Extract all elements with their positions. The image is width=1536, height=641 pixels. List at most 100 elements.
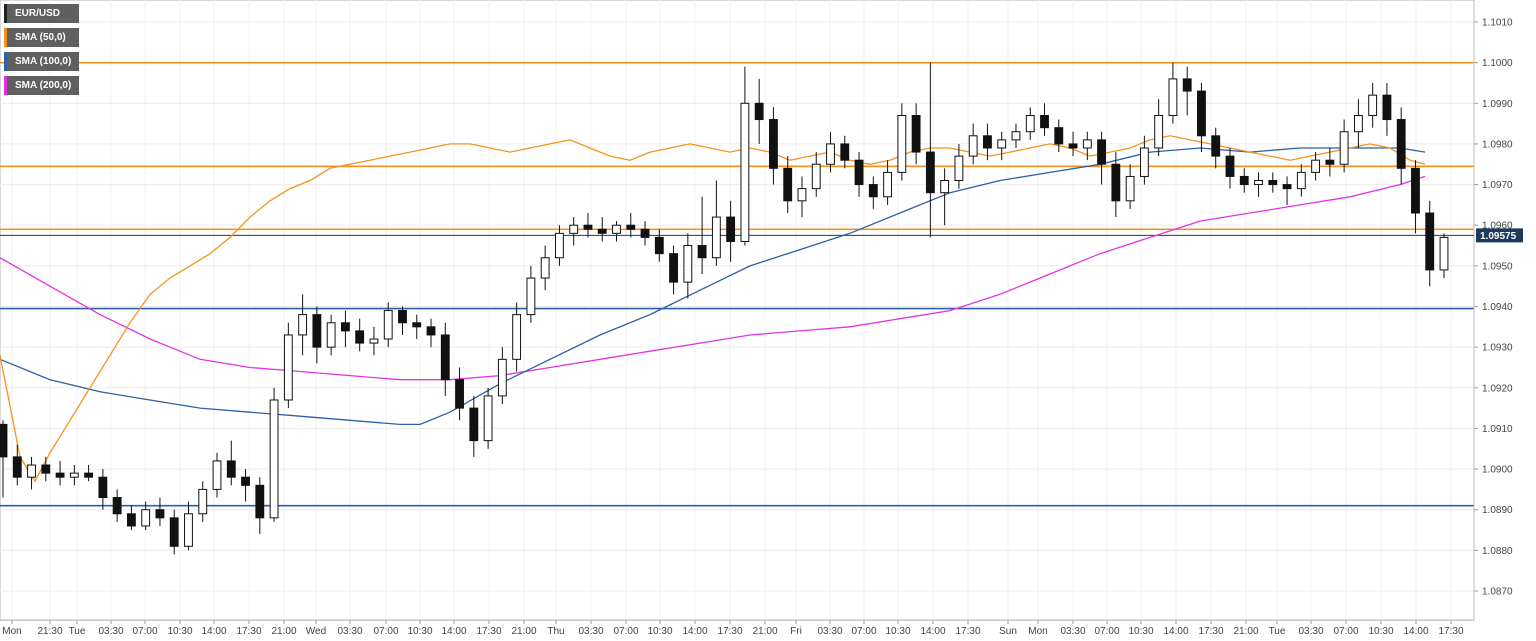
candle-body — [398, 310, 407, 324]
candle-body — [740, 102, 750, 242]
candle-body — [355, 330, 365, 344]
candle-body — [1068, 143, 1078, 149]
y-tick-label: 1.0910 — [1482, 424, 1513, 435]
candle — [298, 294, 308, 356]
candle-body — [769, 119, 778, 169]
chart-grid — [0, 0, 1475, 621]
candle-body — [1254, 180, 1263, 186]
legend-sma50-swatch — [4, 28, 7, 47]
candle — [383, 302, 393, 348]
x-tick-label: 10:30 — [1368, 626, 1393, 637]
legend-sma200[interactable]: SMA (200,0) — [4, 76, 80, 95]
candle — [1296, 164, 1306, 197]
x-tick-label: 10:30 — [647, 626, 672, 637]
candle — [98, 469, 108, 510]
y-tick-label: 1.0940 — [1482, 302, 1513, 313]
legend-sma200-label: SMA (200,0) — [15, 80, 72, 91]
x-tick-label: 03:30 — [1060, 626, 1085, 637]
candle-body — [1097, 139, 1107, 165]
candle-body — [1211, 135, 1221, 157]
candle-body — [340, 322, 350, 332]
candle — [12, 444, 22, 486]
candle-body — [126, 513, 136, 527]
candle-body — [1011, 131, 1021, 141]
candle-body — [1396, 119, 1406, 169]
x-tick-label: 07:00 — [373, 626, 398, 637]
candle-body — [726, 216, 736, 242]
candle — [1439, 233, 1449, 279]
x-tick-label: 21:30 — [37, 626, 62, 637]
candle-body — [98, 476, 108, 499]
candle — [355, 318, 365, 352]
x-tick-label: 17:30 — [717, 626, 742, 637]
x-tick-label: 07:00 — [1094, 626, 1119, 637]
candle-body — [469, 407, 479, 442]
legend-eurusd[interactable]: EUR/USD — [4, 4, 80, 23]
candle — [1154, 99, 1164, 157]
y-tick-label: 1.0920 — [1482, 383, 1513, 394]
sma100-line — [0, 147, 1426, 426]
candle — [1040, 103, 1049, 136]
candle-body — [954, 155, 964, 182]
x-tick-label: 17:30 — [1438, 626, 1463, 637]
candle — [455, 367, 464, 421]
candle-body — [1125, 175, 1135, 202]
candle — [1311, 152, 1321, 181]
candle — [469, 395, 479, 457]
candle-body — [797, 188, 807, 202]
candle — [69, 465, 79, 486]
candle — [1268, 172, 1278, 193]
candle — [0, 420, 8, 498]
legend-eurusd-label: EUR/USD — [15, 8, 61, 19]
candle-body — [298, 314, 308, 336]
candle — [255, 477, 265, 535]
x-tick-label: 17:30 — [955, 626, 980, 637]
candle-body — [940, 180, 950, 194]
candle — [1197, 82, 1206, 153]
candle — [940, 168, 950, 226]
candle — [283, 322, 293, 409]
x-tick-label: Thu — [547, 626, 564, 637]
candle — [1425, 200, 1435, 287]
candle — [925, 62, 935, 238]
candle — [241, 469, 250, 502]
legend-sma100[interactable]: SMA (100,0) — [4, 52, 80, 71]
candle-body — [440, 334, 450, 381]
candle — [997, 131, 1007, 161]
candle — [1068, 131, 1078, 157]
price-axis: 1.1010 1.1000 1.0990 1.0980 1.0970 1.0960 1.09… — [1473, 0, 1513, 620]
candle-body — [997, 139, 1007, 149]
y-tick-label: 1.0990 — [1482, 99, 1513, 110]
candle — [1282, 176, 1292, 205]
candle-body — [1439, 236, 1449, 271]
x-tick-label: Tue — [1269, 626, 1286, 637]
legend-sma200-swatch — [4, 76, 7, 95]
legend-sma50[interactable]: SMA (50,0) — [4, 28, 80, 47]
current-price-label: 1.09575 — [1480, 231, 1517, 242]
candle-body — [1111, 163, 1121, 202]
candle — [41, 456, 51, 482]
candle — [569, 217, 579, 246]
candle — [226, 440, 236, 486]
candle-body — [1368, 94, 1378, 116]
y-tick-label: 1.0900 — [1482, 465, 1513, 476]
candle-body — [826, 143, 835, 165]
candle-body — [1353, 114, 1363, 133]
candle — [440, 322, 450, 396]
candle — [868, 176, 878, 209]
y-tick-label: 1.0960 — [1482, 221, 1513, 232]
candle-body — [1311, 159, 1321, 173]
candle — [526, 265, 536, 323]
candle-body — [711, 216, 721, 259]
x-tick-label: 03:30 — [98, 626, 123, 637]
y-tick-label: 1.0880 — [1482, 546, 1513, 557]
y-tick-label: 1.0980 — [1482, 139, 1513, 150]
candle-body — [426, 326, 436, 336]
candle — [412, 314, 422, 340]
candle-body — [555, 232, 564, 259]
candle-body — [483, 395, 493, 442]
candle-body — [840, 143, 850, 161]
candle — [697, 196, 707, 274]
current-price-tag: 1.09575 — [1476, 228, 1523, 243]
